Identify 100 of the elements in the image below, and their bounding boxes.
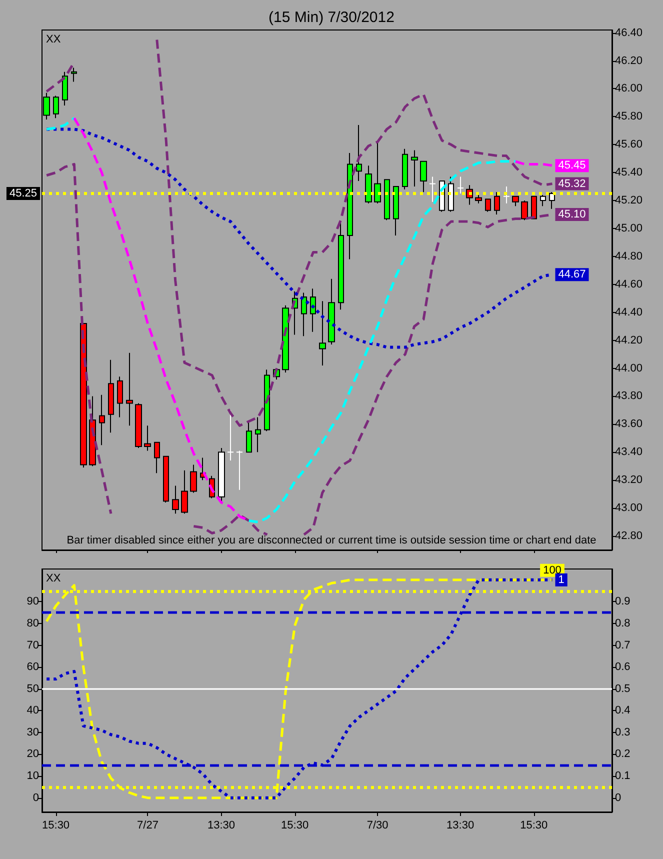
candlestick [549,192,555,210]
y2-tick-label: 0.7 [615,639,630,652]
y-tick-label: 44.60 [615,278,643,290]
candlestick [310,288,316,332]
candlestick [393,186,399,236]
annotation: XX [46,34,62,46]
candlestick [494,192,500,216]
y-tick-label: 90 [26,596,39,608]
candlestick [218,447,225,503]
candlestick [53,95,59,119]
data-label: 100 [543,564,562,576]
candlestick [402,148,408,190]
candlestick [126,352,133,426]
candlestick [531,196,537,220]
candlestick [154,442,160,474]
y2-tick-label: 0.8 [615,617,630,630]
y-tick-label: 45.80 [615,110,643,123]
candlestick [512,196,519,207]
y-tick-label: 70 [26,639,39,652]
candlestick [356,124,362,182]
candlestick [246,420,252,453]
y-tick-label: 50 [26,682,39,695]
candlestick [457,176,464,194]
y-tick-label: 45.20 [615,194,643,207]
data-label: 45.32 [558,178,586,190]
y-tick-label: 42.80 [615,530,643,542]
candlestick [135,402,142,448]
x-tick-label: 15:30 [281,820,309,832]
candlestick [420,160,427,193]
candlestick [181,470,188,514]
candlestick [374,141,381,204]
y-tick-label: 45.00 [615,222,643,234]
candlestick [384,179,390,221]
candlestick [80,323,87,468]
x-tick-label: 13:30 [208,820,236,832]
y-tick-label: 45.40 [615,166,643,179]
y-tick-label: 44.40 [615,306,643,318]
candlestick [365,165,372,204]
candlestick [227,410,234,462]
y2-tick-label: 0.9 [615,596,630,608]
y-tick-label: 44.00 [615,362,643,374]
y-tick-label: 40 [26,704,39,717]
y2-tick-label: 0.5 [615,682,630,695]
data-label: 1 [558,574,564,586]
candlestick [347,152,353,260]
y-tick-label: 46.00 [615,82,643,95]
candlestick [108,359,114,434]
candlestick [485,198,491,212]
y-tick-label: 45.60 [615,138,643,151]
candlestick [521,200,528,221]
y2-tick-label: 0.1 [615,770,630,782]
candlestick [190,464,197,494]
annotation: XX [46,572,62,584]
data-label: 45.45 [558,160,586,172]
y-tick-label: 46.20 [615,54,643,67]
chart-title: (15 Min) 7/30/2012 [268,9,394,26]
y-tick-label: 43.00 [615,502,643,514]
y-tick-label: 60 [26,661,39,674]
candlestick [540,194,546,207]
candlestick [503,186,510,204]
y-tick-label: 30 [26,726,39,738]
y-tick-label: 43.40 [615,446,643,458]
x-tick-label: 15:30 [42,820,70,832]
candlestick [301,292,307,337]
candlestick [172,485,179,514]
annotation: Bar timer disabled since either you are disconnected or current time is outside session time or chart end date [66,534,596,546]
y-tick-label: 80 [26,617,39,630]
y-tick-label: 43.60 [615,418,643,430]
y-tick-label: 10 [26,770,39,782]
candlestick [319,300,326,366]
candlestick [475,194,482,204]
y2-tick-label: 0.3 [615,726,630,738]
data-label: 45.10 [558,208,586,221]
candlestick [71,67,77,82]
candlestick [236,450,243,490]
y2-tick-label: 0.6 [615,661,630,674]
y-tick-label: 44.80 [615,250,643,262]
candlestick [62,71,68,106]
x-tick-label: 13:30 [446,820,474,832]
candlestick [264,369,270,432]
x-tick-label: 7/27 [137,820,158,832]
candlestick [99,394,105,446]
data-label: 44.67 [558,268,586,281]
y-tick-label: 43.80 [615,390,643,402]
y2-tick-label: 0.2 [615,748,630,760]
y-tick-label: 20 [26,748,39,760]
candlestick [163,456,169,503]
candlestick [338,222,344,310]
candlestick [117,376,123,418]
candlestick [448,176,454,212]
candlestick [144,425,151,452]
ref-line-label: 45.25 [9,188,37,200]
y-tick-label: 43.20 [615,474,643,486]
candlestick [328,278,335,346]
x-tick-label: 7/30 [366,820,388,832]
candlestick [255,416,261,453]
y2-tick-label: 0.4 [615,704,630,717]
candlestick [411,150,418,188]
y-tick-label: 0 [32,792,39,804]
x-tick-label: 15:30 [520,820,548,832]
